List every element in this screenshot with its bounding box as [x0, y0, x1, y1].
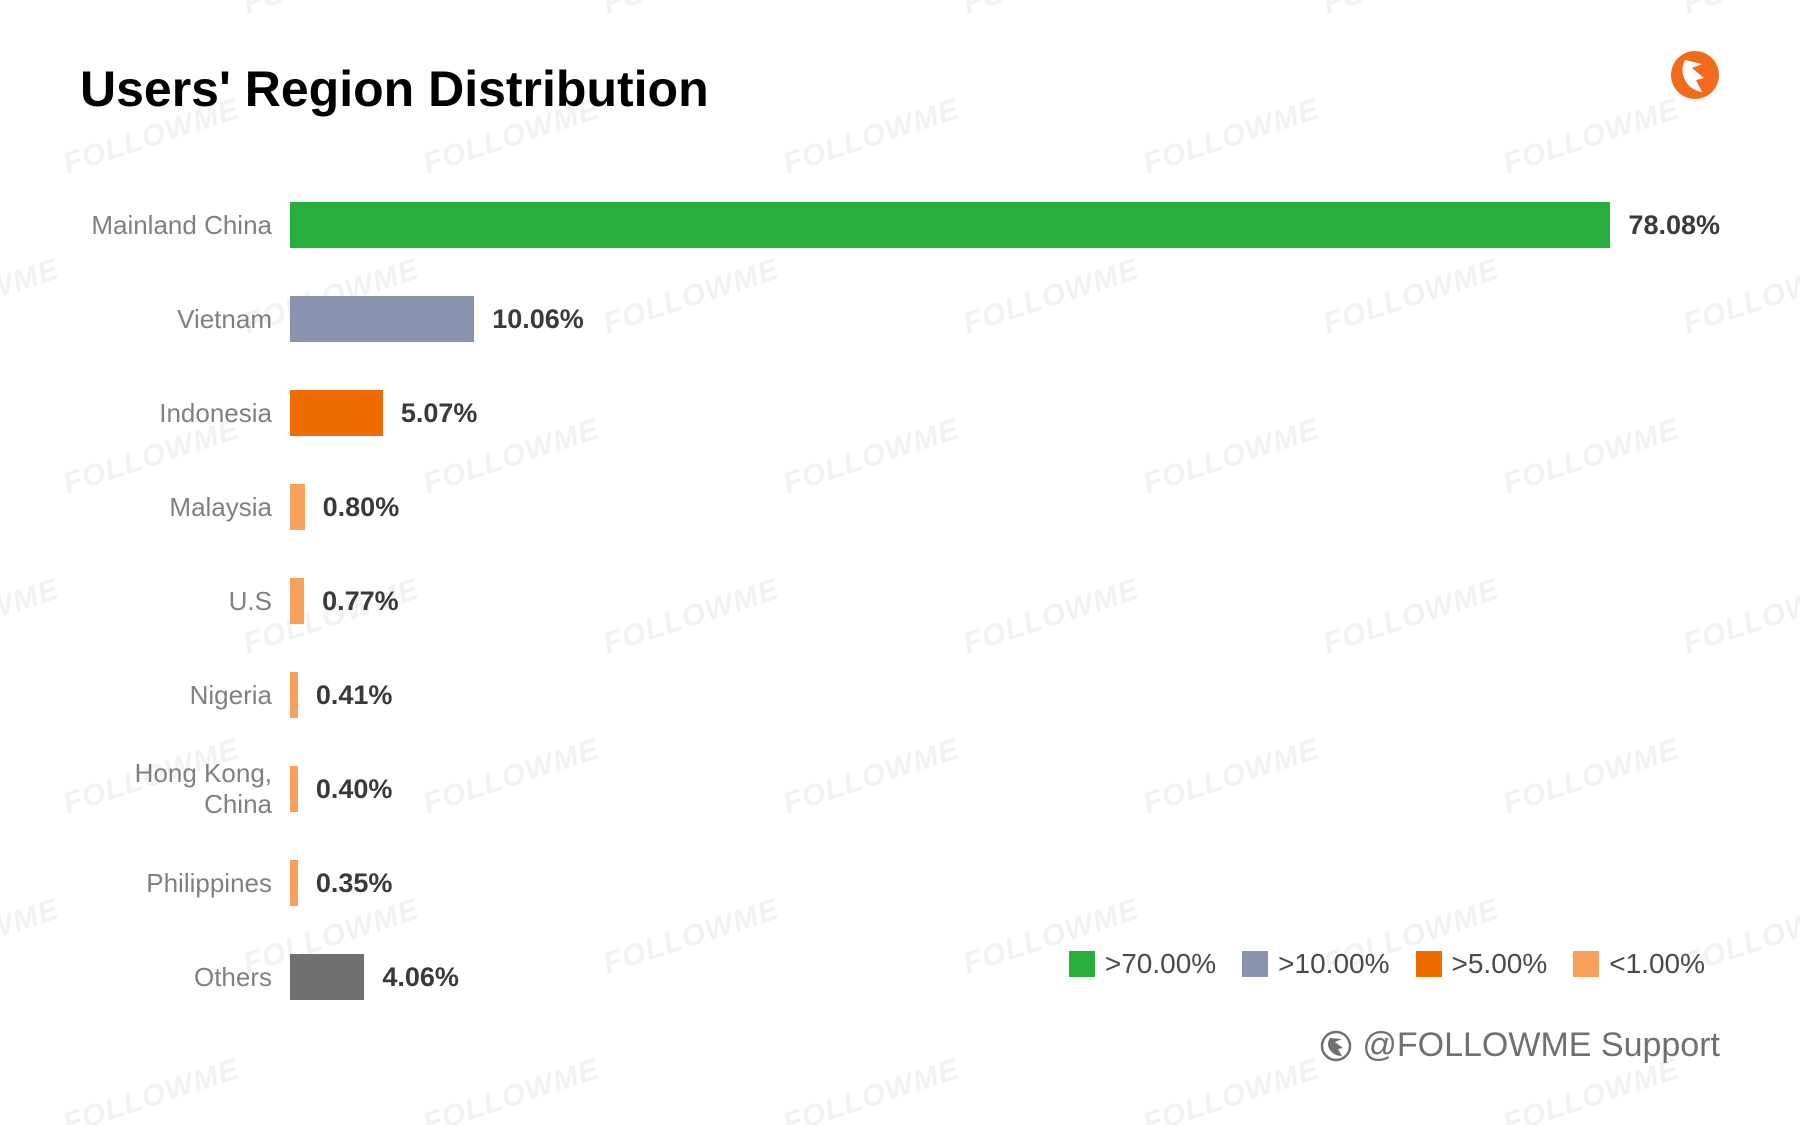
bar-value: 0.35% — [316, 868, 393, 899]
bar-label: Mainland China — [80, 210, 290, 241]
bar-row: Indonesia 5.07% — [80, 366, 1720, 460]
bar-value: 0.77% — [322, 586, 399, 617]
bar-track: 0.40% — [290, 742, 1720, 836]
bar-fill — [290, 860, 298, 906]
attribution-icon — [1320, 1030, 1352, 1062]
bar-row: Malaysia 0.80% — [80, 460, 1720, 554]
chart-area: Mainland China 78.08% Vietnam 10.06% Indones… — [80, 178, 1720, 1024]
bar-label: U.S — [80, 586, 290, 617]
bar-track: 0.41% — [290, 648, 1720, 742]
legend-item: <1.00% — [1573, 948, 1705, 980]
bar-fill — [290, 954, 364, 1000]
bar-fill — [290, 296, 474, 342]
bar-label: Nigeria — [80, 680, 290, 711]
legend-swatch — [1416, 951, 1442, 977]
bar-row: Mainland China 78.08% — [80, 178, 1720, 272]
bar-fill — [290, 484, 305, 530]
bar-track: 5.07% — [290, 366, 1720, 460]
bar-value: 4.06% — [382, 962, 459, 993]
legend-label: >10.00% — [1278, 948, 1389, 980]
bar-fill — [290, 578, 304, 624]
bar-track: 0.80% — [290, 460, 1720, 554]
bar-label: Malaysia — [80, 492, 290, 523]
bar-track: 78.08% — [290, 178, 1720, 272]
legend-label: >5.00% — [1452, 948, 1548, 980]
bar-row: Philippines 0.35% — [80, 836, 1720, 930]
bar-label: Hong Kong, China — [80, 758, 290, 820]
bar-track: 10.06% — [290, 272, 1720, 366]
bar-value: 10.06% — [492, 304, 584, 335]
bar-row: Vietnam 10.06% — [80, 272, 1720, 366]
legend-label: <1.00% — [1609, 948, 1705, 980]
legend-swatch — [1242, 951, 1268, 977]
attribution: @FOLLOWME Support — [1320, 1026, 1720, 1065]
bar-value: 0.41% — [316, 680, 393, 711]
attribution-text: @FOLLOWME Support — [1362, 1026, 1720, 1065]
bar-value: 5.07% — [401, 398, 478, 429]
bar-label: Others — [80, 962, 290, 993]
brand-logo-icon — [1670, 50, 1720, 100]
chart-legend: >70.00% >10.00% >5.00% <1.00% — [1069, 948, 1705, 980]
bar-value: 78.08% — [1628, 210, 1720, 241]
legend-swatch — [1573, 951, 1599, 977]
bar-fill — [290, 672, 298, 718]
legend-item: >5.00% — [1416, 948, 1548, 980]
bar-row: Nigeria 0.41% — [80, 648, 1720, 742]
bar-label: Vietnam — [80, 304, 290, 335]
bar-fill — [290, 390, 383, 436]
bar-fill — [290, 202, 1610, 248]
chart-container: Users' Region Distribution Mainland Chin… — [0, 0, 1800, 1125]
legend-item: >70.00% — [1069, 948, 1216, 980]
bar-track: 0.35% — [290, 836, 1720, 930]
legend-item: >10.00% — [1242, 948, 1389, 980]
chart-title: Users' Region Distribution — [80, 60, 1720, 118]
bar-row: U.S 0.77% — [80, 554, 1720, 648]
legend-swatch — [1069, 951, 1095, 977]
legend-label: >70.00% — [1105, 948, 1216, 980]
bar-value: 0.40% — [316, 774, 393, 805]
bar-track: 0.77% — [290, 554, 1720, 648]
bar-fill — [290, 766, 298, 812]
bar-value: 0.80% — [323, 492, 400, 523]
bar-row: Hong Kong, China 0.40% — [80, 742, 1720, 836]
bar-label: Indonesia — [80, 398, 290, 429]
bar-label: Philippines — [80, 868, 290, 899]
